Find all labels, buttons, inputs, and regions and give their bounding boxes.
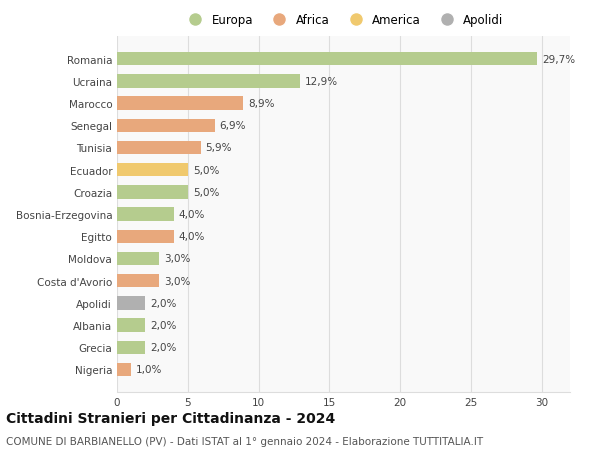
Text: 1,0%: 1,0%: [136, 364, 163, 375]
Bar: [117, 186, 188, 199]
Bar: [117, 230, 173, 243]
Bar: [117, 164, 188, 177]
Text: Cittadini Stranieri per Cittadinanza - 2024: Cittadini Stranieri per Cittadinanza - 2…: [6, 411, 335, 425]
Text: 4,0%: 4,0%: [179, 210, 205, 219]
Bar: [117, 75, 299, 88]
Text: COMUNE DI BARBIANELLO (PV) - Dati ISTAT al 1° gennaio 2024 - Elaborazione TUTTIT: COMUNE DI BARBIANELLO (PV) - Dati ISTAT …: [6, 436, 483, 446]
Bar: [117, 141, 200, 155]
Text: 2,0%: 2,0%: [150, 342, 176, 353]
Bar: [117, 252, 160, 265]
Text: 12,9%: 12,9%: [305, 77, 338, 87]
Text: 29,7%: 29,7%: [542, 55, 575, 65]
Text: 2,0%: 2,0%: [150, 320, 176, 330]
Text: 5,0%: 5,0%: [193, 165, 219, 175]
Bar: [117, 97, 243, 111]
Bar: [117, 208, 173, 221]
Text: 2,0%: 2,0%: [150, 298, 176, 308]
Bar: [117, 119, 215, 133]
Bar: [117, 274, 160, 288]
Bar: [117, 341, 145, 354]
Bar: [117, 53, 538, 66]
Text: 5,9%: 5,9%: [205, 143, 232, 153]
Legend: Europa, Africa, America, Apolidi: Europa, Africa, America, Apolidi: [184, 14, 503, 27]
Text: 3,0%: 3,0%: [164, 276, 191, 286]
Text: 6,9%: 6,9%: [220, 121, 246, 131]
Bar: [117, 297, 145, 310]
Text: 3,0%: 3,0%: [164, 254, 191, 264]
Bar: [117, 363, 131, 376]
Text: 8,9%: 8,9%: [248, 99, 274, 109]
Text: 5,0%: 5,0%: [193, 187, 219, 197]
Bar: [117, 319, 145, 332]
Text: 4,0%: 4,0%: [179, 232, 205, 242]
